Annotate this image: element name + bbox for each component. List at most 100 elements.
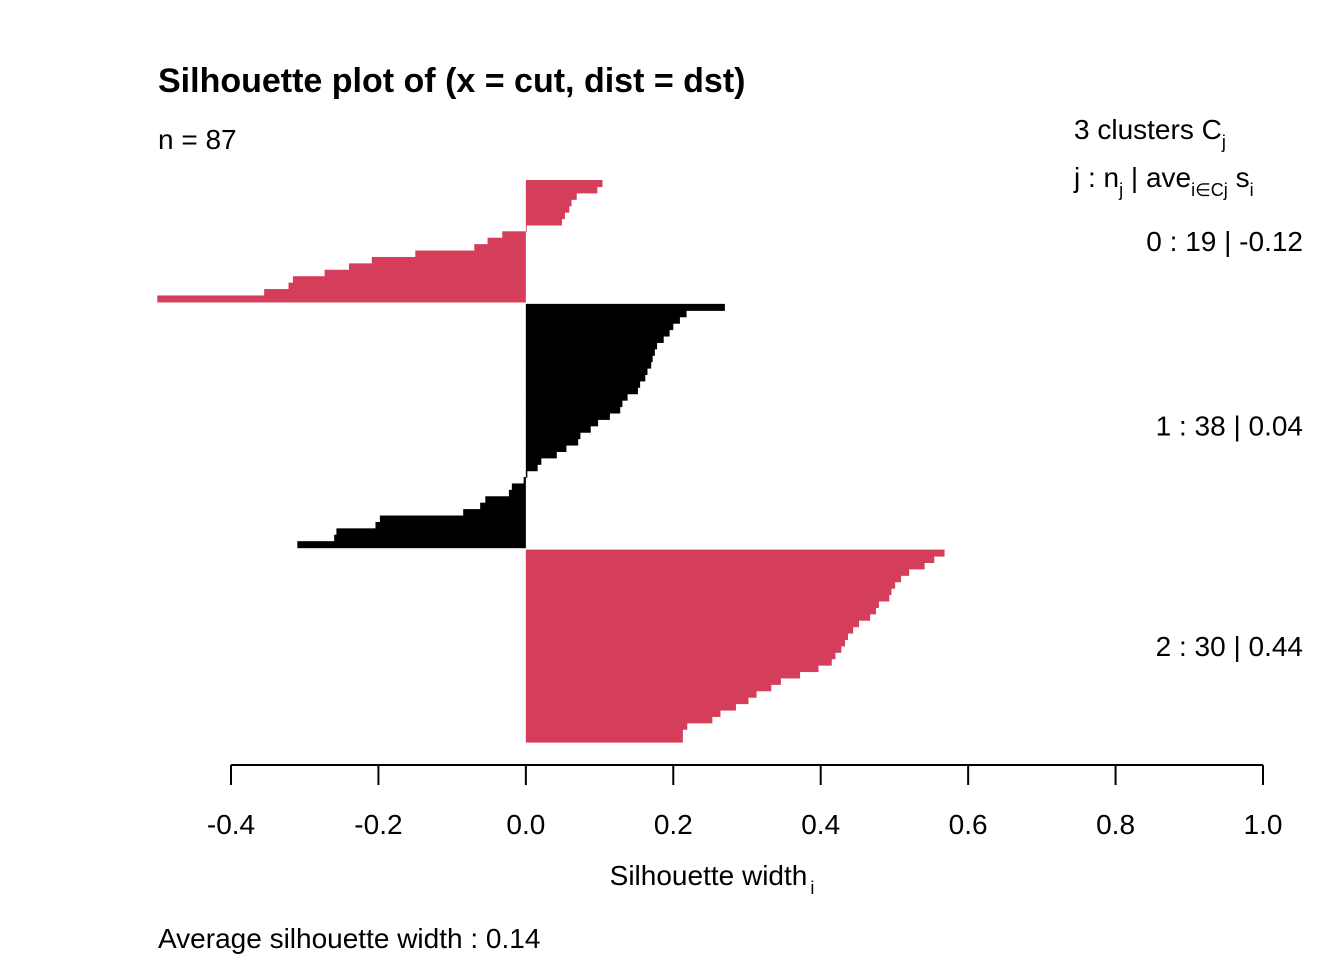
silhouette-bar xyxy=(525,451,557,459)
silhouette-bar xyxy=(525,393,628,401)
silhouette-bar xyxy=(525,716,713,724)
x-axis-label: Silhouette width i xyxy=(610,860,815,898)
cluster-labels-group: 0 : 19 | -0.12 1 : 38 | 0.04 2 : 30 | 0.44 xyxy=(1146,226,1303,662)
silhouette-bar xyxy=(525,412,610,420)
silhouette-bar xyxy=(336,528,526,536)
silhouette-bar xyxy=(523,477,526,485)
silhouette-bar xyxy=(324,269,526,277)
silhouette-bar xyxy=(525,568,910,576)
legend-si-sub: i xyxy=(1250,180,1254,200)
n-label: n = 87 xyxy=(158,124,237,155)
silhouette-bar xyxy=(525,632,848,640)
silhouette-bar xyxy=(525,224,527,232)
silhouette-bar xyxy=(525,323,674,331)
silhouette-bar xyxy=(525,735,683,743)
silhouette-bar xyxy=(525,457,542,465)
legend-clusters-sub: j xyxy=(1221,132,1226,152)
x-axis-label-sub: i xyxy=(810,878,814,898)
x-axis: -0.4 -0.2 0.0 0.2 0.4 0.6 0.8 1.0 xyxy=(207,764,1283,840)
silhouette-bar xyxy=(415,250,526,258)
silhouette-bar xyxy=(525,205,570,213)
silhouette-bar xyxy=(348,263,526,271)
silhouette-bar xyxy=(525,594,890,602)
silhouette-bar xyxy=(525,400,623,408)
silhouette-bar xyxy=(525,709,721,717)
silhouette-bar xyxy=(264,289,526,297)
silhouette-bar xyxy=(525,186,598,194)
silhouette-bar xyxy=(525,368,648,376)
silhouette-bar xyxy=(379,515,526,523)
silhouette-bar xyxy=(525,684,772,692)
silhouette-bar xyxy=(525,374,646,382)
x-tick-label: -0.2 xyxy=(354,809,402,840)
silhouette-bar xyxy=(525,387,638,395)
x-tick-label: 0.8 xyxy=(1096,809,1135,840)
silhouette-bar xyxy=(525,671,801,679)
silhouette-bar xyxy=(292,276,526,284)
silhouette-bar xyxy=(474,244,526,252)
silhouette-bar xyxy=(480,502,526,510)
silhouette-bar xyxy=(525,575,902,583)
silhouette-bar xyxy=(375,521,526,529)
silhouette-bar xyxy=(525,329,670,337)
silhouette-bar xyxy=(525,310,687,318)
x-tick-label: 1.0 xyxy=(1244,809,1283,840)
silhouette-bar xyxy=(525,316,680,324)
silhouette-bar xyxy=(525,677,781,685)
silhouette-bar xyxy=(525,697,749,705)
legend-clusters-text: 3 clusters C xyxy=(1074,114,1222,145)
silhouette-bar xyxy=(525,425,591,433)
x-tick-label: -0.4 xyxy=(207,809,255,840)
x-tick-label: 0.6 xyxy=(949,809,988,840)
silhouette-bar xyxy=(502,231,526,239)
legend-nj-text: j : n xyxy=(1073,162,1119,193)
silhouette-bar xyxy=(525,444,567,452)
chart-title: Silhouette plot of (x = cut, dist = dst) xyxy=(158,62,745,100)
silhouette-bar xyxy=(288,282,526,290)
legend-nj-sub: j xyxy=(1118,180,1123,200)
silhouette-bar xyxy=(525,180,603,188)
silhouette-bar xyxy=(525,613,871,621)
silhouette-bar xyxy=(511,483,526,491)
legend-header-line2: j : nj | avei∈Cj si xyxy=(1073,162,1254,200)
silhouette-bar xyxy=(297,541,526,549)
silhouette-bar xyxy=(525,588,892,596)
silhouette-bar xyxy=(525,658,832,666)
silhouette-bar xyxy=(525,703,736,711)
legend-si-text: s xyxy=(1228,162,1250,193)
silhouette-bar xyxy=(485,496,526,504)
x-tick-label: 0.2 xyxy=(654,809,693,840)
silhouette-bar xyxy=(525,380,641,388)
silhouette-bar xyxy=(525,218,562,226)
silhouette-bar xyxy=(525,581,896,589)
silhouette-bar xyxy=(525,729,683,737)
cluster-label-0: 0 : 19 | -0.12 xyxy=(1146,226,1303,257)
x-tick-label: 0.4 xyxy=(801,809,840,840)
silhouette-bar xyxy=(525,199,572,207)
silhouette-bar xyxy=(525,438,579,446)
silhouette-bar xyxy=(525,652,836,660)
silhouette-bar xyxy=(525,335,664,343)
average-silhouette-footer: Average silhouette width : 0.14 xyxy=(158,923,540,954)
silhouette-bar xyxy=(525,562,925,570)
cluster-label-2: 2 : 30 | 0.44 xyxy=(1156,631,1303,662)
silhouette-bar xyxy=(525,406,621,414)
silhouette-bar xyxy=(525,464,538,472)
silhouette-bar xyxy=(525,470,528,478)
silhouette-bar xyxy=(525,355,653,363)
legend-ave-text: | ave xyxy=(1123,162,1191,193)
silhouette-bar xyxy=(525,549,945,557)
silhouette-bar xyxy=(525,626,854,634)
silhouette-bar xyxy=(525,600,879,608)
silhouette-bar xyxy=(508,489,526,497)
cluster-label-1: 1 : 38 | 0.04 xyxy=(1156,411,1303,442)
legend-header-line1: 3 clusters Cj xyxy=(1074,114,1226,152)
silhouette-bar xyxy=(525,722,688,730)
silhouette-bar xyxy=(525,361,652,369)
silhouette-bar xyxy=(371,256,526,264)
silhouette-bar xyxy=(525,690,757,698)
silhouette-bar xyxy=(525,639,846,647)
silhouette-bar xyxy=(334,534,526,542)
silhouette-bar xyxy=(525,342,658,350)
